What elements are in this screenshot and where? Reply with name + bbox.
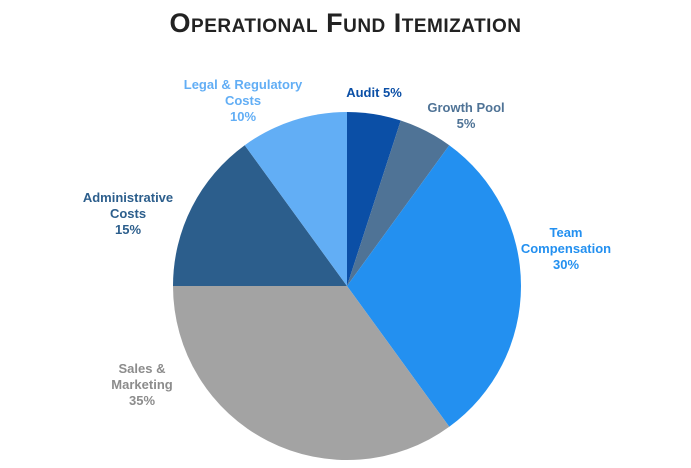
slice-label-line: 35%	[129, 393, 155, 408]
slice-label-4: Administrative Costs 15%	[83, 190, 173, 237]
slice-label-2: Team Compensation 30%	[521, 225, 611, 272]
slice-label-line: Administrative	[83, 190, 173, 205]
pie-slice-1	[347, 120, 450, 287]
slice-label-line: Sales &	[119, 361, 166, 376]
slice-label-line: Marketing	[111, 377, 172, 392]
slice-label-line: Compensation	[521, 241, 611, 256]
slice-label-3: Sales & Marketing 35%	[111, 361, 172, 408]
slice-label-line: 30%	[553, 257, 579, 272]
pie-slice-4	[173, 145, 347, 286]
slice-label-line: 10%	[230, 109, 256, 124]
slice-label-line: Team	[550, 225, 583, 240]
slice-label-1: Growth Pool 5%	[427, 100, 504, 131]
pie-slice-0	[347, 112, 401, 286]
slice-label-line: 5%	[457, 116, 476, 131]
slice-label-line: Audit 5%	[346, 85, 402, 100]
slice-label-5: Legal & Regulatory Costs 10%	[184, 77, 303, 124]
pie-slice-5	[244, 112, 347, 286]
pie-slice-3	[173, 286, 450, 460]
slice-label-0: Audit 5%	[346, 85, 402, 100]
pie-slice-2	[347, 145, 521, 427]
slice-label-line: Legal & Regulatory	[184, 77, 303, 92]
slice-label-line: Growth Pool	[427, 100, 504, 115]
chart-title: Operational Fund Itemization	[169, 8, 522, 38]
slice-label-line: Costs	[110, 206, 146, 221]
slice-label-line: 15%	[115, 222, 141, 237]
pie-slices	[173, 112, 521, 460]
pie-labels: Audit 5% Growth Pool 5% Team Compensation 30%…	[83, 77, 611, 408]
slice-label-line: Costs	[225, 93, 261, 108]
